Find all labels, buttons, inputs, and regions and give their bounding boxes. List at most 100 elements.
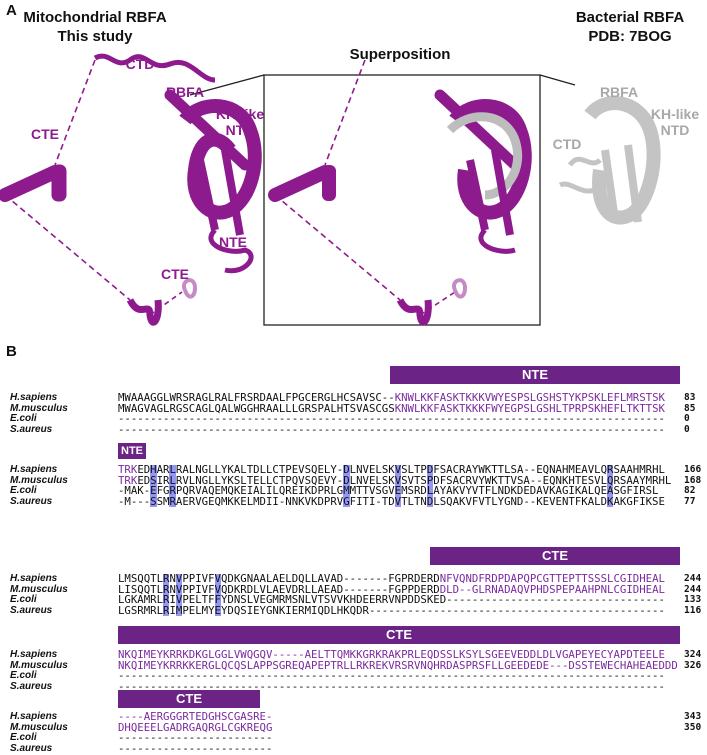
sequence-segment: ------------------------ <box>118 741 273 755</box>
domain-label: RBFA <box>599 84 639 100</box>
alignment-row: S.aureus -M---SSMRAERVGEQMKKELMDII-NNKVKD… <box>0 495 707 508</box>
residue-count: 83 <box>684 392 696 403</box>
sequence: LISQQTLRNVPPIVFVQDKRDLVLAEVDRLLAEAD-----… <box>118 582 665 596</box>
conserved-column <box>343 465 350 507</box>
alignment-row: S.aureus LGSRMRLRIMPELMYEYDQSIEYGNKIERMIQ… <box>0 603 707 617</box>
bacterial-structure <box>558 96 661 225</box>
alignment-row: H.sapiens TRKEDHARLRALNGLLYKALTDLLCTPEVSQ… <box>0 464 707 476</box>
sequence-segment: ----------------------------------------… <box>118 679 665 693</box>
conserved-column <box>169 465 176 507</box>
sequence: -MAK-EFGRPQRVAQEMQKEIALILQREIKDPRLGMMTTV… <box>118 484 659 497</box>
sequence-segment: LISQQTLRNVPPIVFVQDKRDLVLAEVDRLLAEAD-----… <box>118 582 440 596</box>
sequence-segment: LGKAMRLRIVPELTFFYDNSLVEGMRMSNLVTSVVKHDEE… <box>118 593 665 606</box>
sequence: LGSRMRLRIMPELMYEYDQSIEYGNKIERMIQDLHKQDR-… <box>118 603 665 617</box>
alignment-row: M.musculus DHQEEELGADRGAQRGLCGKREQG 350 <box>0 722 707 734</box>
helix <box>0 165 62 202</box>
alignment-row: S.aureus --------------------------------… <box>0 679 707 693</box>
residue-count: 168 <box>684 474 702 486</box>
sequence: TRKEDSIRLRVLNGLLYKSLTELLCTPQVSQEVY-DLNVE… <box>118 475 671 487</box>
alignment-rows: H.sapiens ----AERGGGRTEDGHSCGASRE- 343 M.mu… <box>0 710 707 755</box>
sequence-segment: ----AERGGGRTEDGHSCGASRE- <box>118 710 273 723</box>
sequence: ----AERGGGRTEDGHSCGASRE- <box>118 710 273 723</box>
domain-label: RBFA <box>165 84 205 100</box>
residue-count: 244 <box>684 583 702 595</box>
alignment-row: S.aureus ------------------------ <box>0 741 707 755</box>
disordered-link <box>149 291 183 316</box>
sequence: ----------------------------------------… <box>118 413 665 425</box>
disordered-link <box>54 59 96 166</box>
sequence: ----------------------------------------… <box>118 679 665 693</box>
conserved-column <box>163 574 170 616</box>
panel-label: A <box>6 2 17 19</box>
alignment-row: H.sapiens ----AERGGGRTEDGHSCGASRE- 343 <box>0 710 707 723</box>
residue-count: 326 <box>684 659 702 671</box>
sequence-segment: KNWLKKFASKTKKKFWYEGPSLGSHLTPRPSKHEFLTKTT… <box>394 401 665 415</box>
species-name: M.musculus <box>10 402 68 414</box>
species-name: M.musculus <box>10 583 68 595</box>
helix <box>51 164 67 202</box>
subtitle-line: This study <box>57 28 133 45</box>
connector <box>189 74 265 96</box>
coil <box>126 298 162 326</box>
label-line: NTD <box>660 122 690 138</box>
alignment-row: E.coli ----------------------------------… <box>0 413 707 425</box>
alignment-row: E.coli ------------------------ <box>0 732 707 744</box>
sequence: DHQEEELGADRGAQRGLCGKREQG <box>118 722 272 734</box>
subtitle-line: PDB: 7BOG <box>588 28 672 45</box>
residue-count: 0 <box>684 413 690 424</box>
region-bar: CTE <box>118 626 680 644</box>
helix <box>322 165 336 201</box>
coil <box>478 228 516 254</box>
alignment-rows: H.sapiens MWAAAGGLWRSRAGLRALFRSRDAALFPGCE… <box>0 392 707 435</box>
sequence-segment: NKQIMEYKRRKDKGLGGLVWQGQV-----AELTTQMKKGR… <box>118 648 665 661</box>
domain-label: CTD <box>125 56 155 72</box>
sequence: LGKAMRLRIVPELTFFYDNSLVEGMRMSNLVTSVVKHDEE… <box>118 593 665 606</box>
disordered-link <box>274 194 401 301</box>
residue-count: 116 <box>684 604 702 616</box>
sequence-segment: ----------------------------------------… <box>118 669 665 682</box>
conserved-column <box>150 465 157 507</box>
coil <box>452 278 468 299</box>
domain-label: CTE <box>31 126 59 142</box>
connector <box>539 74 576 86</box>
conserved-column <box>394 465 402 507</box>
alignment-rows: H.sapiens NKQIMEYKRRKDKGLGGLVWQGQV-----AE… <box>0 648 707 693</box>
domain <box>449 99 532 220</box>
species-name: E.coli <box>10 594 37 605</box>
region-bar: CTE <box>430 547 680 565</box>
alignment-row: H.sapiens NKQIMEYKRRKDKGLGGLVWQGQV-----AE… <box>0 648 707 661</box>
helix <box>164 89 251 171</box>
species-name: S.aureus <box>10 604 53 616</box>
strand <box>196 149 244 236</box>
sequence: ------------------------ <box>118 732 272 744</box>
species-name: S.aureus <box>10 495 53 507</box>
disordered-link <box>4 194 131 301</box>
sequence: NKQIMEYKRRKKERGLQCQSLAPPSGREQAPEPTRLLRKR… <box>118 660 678 672</box>
sequence-segment: -MAK-EFGRPQRVAQEMQKEIALILQREIKDPRLGMMTTV… <box>118 484 659 497</box>
residue-count: 133 <box>684 594 702 605</box>
sequence: LMSQQTLRNVPPIVFVQDKGNAALAELDQLLAVAD-----… <box>118 573 665 585</box>
domain-label: CTE <box>161 266 189 282</box>
residue-count: 343 <box>684 711 702 722</box>
sequence: ----------------------------------------… <box>118 669 665 682</box>
title-line: Mitochondrial RBFA <box>23 9 167 26</box>
coil <box>396 298 432 326</box>
species-name: E.coli <box>10 413 37 424</box>
sequence-segment: MWAGVAGLRGSCAGLQALWGGHRAALLLGRSPALHTSVAS… <box>118 401 395 415</box>
structure-title: Superposition <box>349 46 451 63</box>
conserved-column <box>214 574 221 616</box>
mito-structure <box>0 53 262 326</box>
alignment-row: M.musculus TRKEDSIRLRVLNGLLYKSLTELLCTPQVS… <box>0 474 707 487</box>
coil <box>558 156 602 194</box>
domain <box>584 96 661 225</box>
species-name: S.aureus <box>10 423 53 435</box>
sequence: TRKEDHARLRALNGLLYKALTDLLCTPEVSQELY-DLNVE… <box>118 464 665 476</box>
residue-count: 77 <box>684 495 696 507</box>
superposed-structure <box>268 59 532 326</box>
sequence: MWAGVAGLRGSCAGLQALWGGHRAALLLGRSPALHTSVAS… <box>118 401 665 415</box>
residue-count: 324 <box>684 649 702 660</box>
sequence-segment: LGSRMRLRIMPELMYEYDQSIEYGNKIERMIQDLHKQDR-… <box>118 603 665 617</box>
sequence: NKQIMEYKRRKDKGLGGLVWQGQV-----AELTTQMKKGR… <box>118 648 665 661</box>
coil <box>93 53 216 83</box>
